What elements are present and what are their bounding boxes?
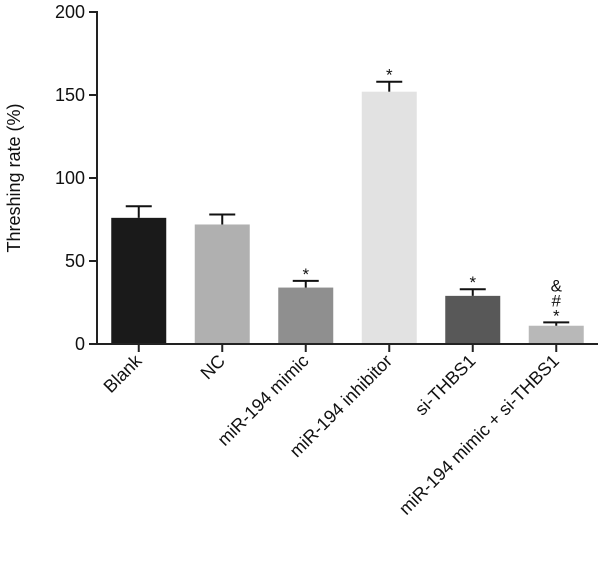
bar: [445, 295, 501, 344]
bar: [278, 287, 334, 344]
significance-mark: #: [552, 291, 562, 310]
significance-mark: *: [302, 265, 309, 284]
y-ticks: 0 50 100 150 200: [55, 2, 97, 354]
bar: [528, 325, 584, 344]
y-axis: 0 50 100 150 200: [55, 2, 98, 354]
y-tick-label: 200: [55, 2, 85, 22]
y-tick-label: 150: [55, 85, 85, 105]
bar: [361, 91, 417, 345]
bars: ****#&: [111, 66, 584, 345]
x-tick-label: NC: [197, 351, 230, 384]
bar: [111, 217, 167, 344]
significance-mark: *: [386, 66, 393, 85]
significance-mark: *: [469, 273, 476, 292]
y-axis-label: Threshing rate (%): [4, 103, 24, 252]
x-tick-label: Blank: [100, 350, 147, 397]
x-tick-label: miR-194 mimic + si-THBS1: [395, 351, 563, 519]
significance-mark: *: [553, 306, 560, 325]
y-tick-label: 50: [65, 251, 85, 271]
significance-mark: &: [551, 276, 563, 295]
x-tick-label: si-THBS1: [411, 351, 480, 420]
bar: [194, 224, 250, 344]
y-tick-label: 0: [75, 334, 85, 354]
y-tick-label: 100: [55, 168, 85, 188]
